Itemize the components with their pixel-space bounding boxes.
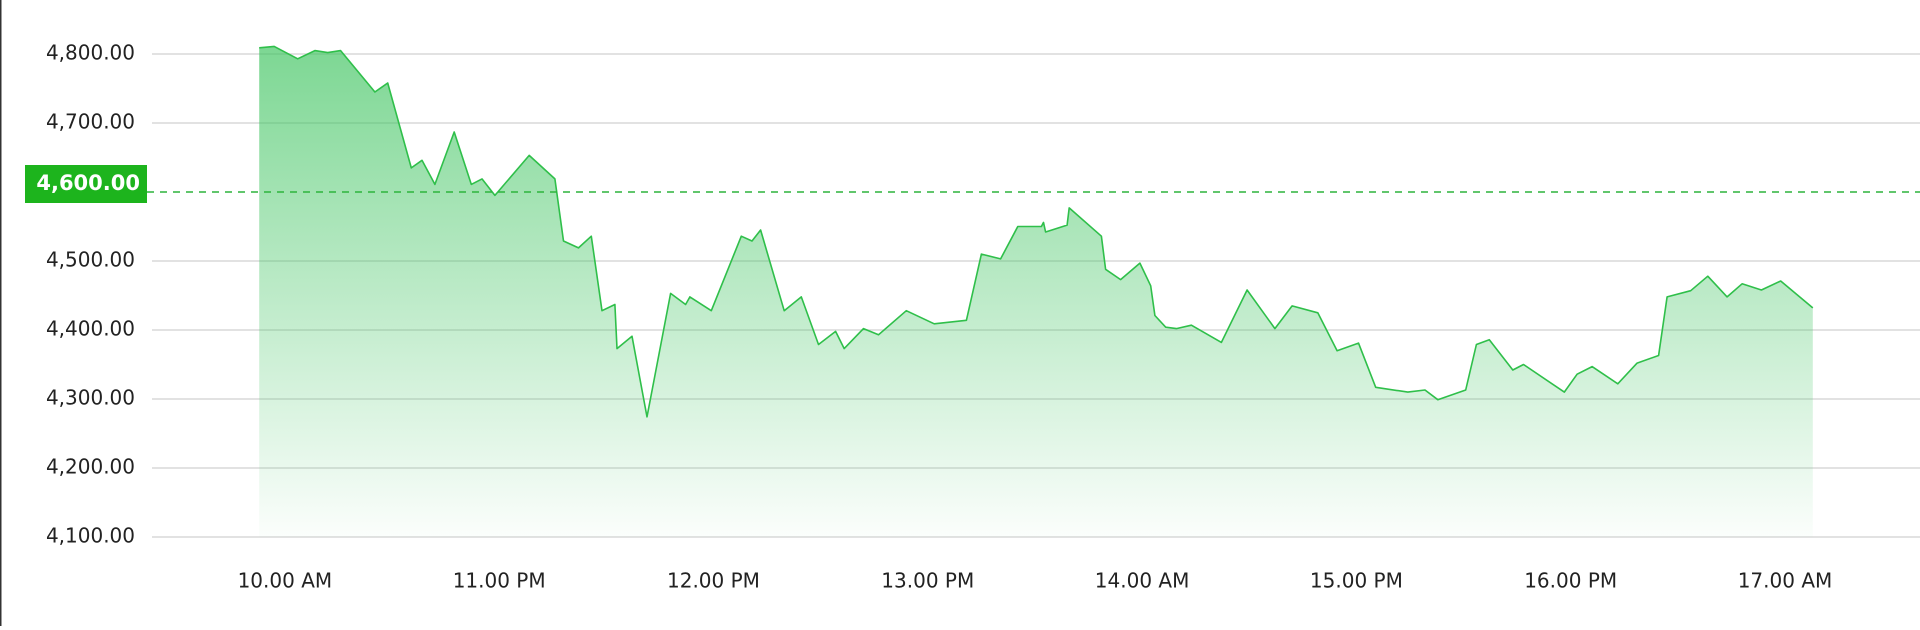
y-tick-label: 4,700.00 [46,110,135,134]
y-tick-label: 4,500.00 [46,248,135,272]
x-tick-label: 17.00 AM [1738,569,1833,593]
y-tick-label: 4,200.00 [46,455,135,479]
x-tick-label: 16.00 PM [1524,569,1617,593]
y-tick-label-highlight: 4,600.00 [36,171,140,195]
x-tick-label: 13.00 PM [881,569,974,593]
price-line [259,45,1814,418]
x-tick-label: 11.00 PM [453,569,546,593]
highlight-label-box [25,165,147,203]
y-tick-label: 4,400.00 [46,317,135,341]
y-tick-label: 4,800.00 [46,41,135,65]
y-tick-label: 4,300.00 [46,386,135,410]
y-tick-label: 4,100.00 [46,524,135,548]
x-tick-label: 15.00 PM [1310,569,1403,593]
x-tick-label: 10.00 AM [238,569,333,593]
x-tick-label: 12.00 PM [667,569,760,593]
area-fill [259,46,1813,538]
x-tick-label: 14.00 AM [1095,569,1190,593]
